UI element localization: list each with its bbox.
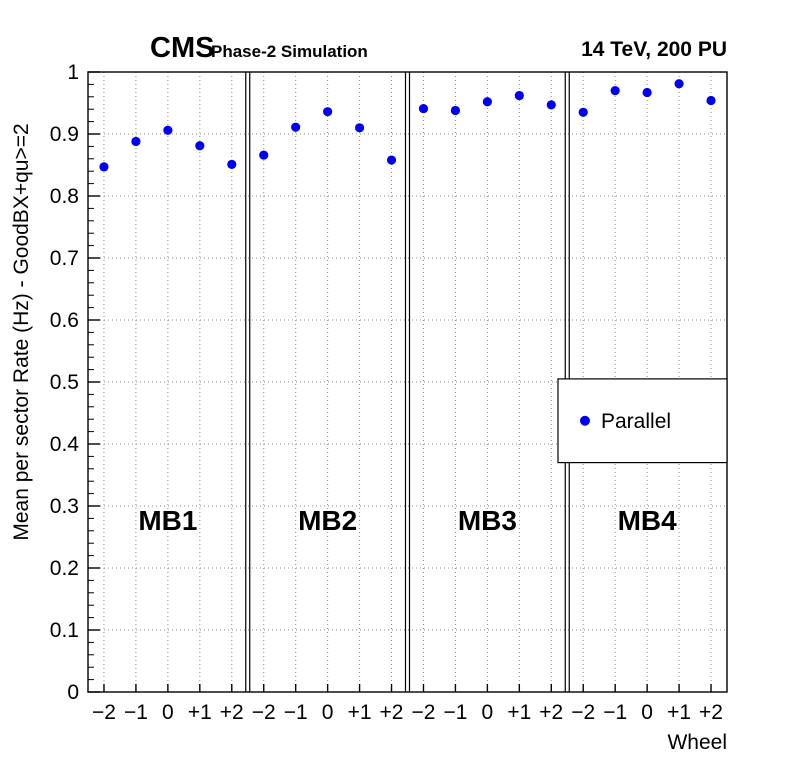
data-points (99, 79, 716, 172)
station-labels: MB1 MB2 MB3 MB4 (138, 505, 677, 536)
y-tick-label: 0.4 (50, 433, 80, 456)
y-tick-label: 0.8 (50, 185, 79, 208)
y-tick-label: 0.9 (50, 123, 79, 146)
y-tick-label: 0.1 (50, 619, 79, 642)
y-tick-label: 1 (67, 61, 79, 84)
data-point (546, 100, 556, 110)
data-point (131, 136, 141, 147)
x-tick-label: −1 (443, 701, 467, 724)
legend: Parallel (557, 378, 728, 464)
x-tick-label: −1 (124, 701, 148, 724)
data-point (706, 95, 716, 106)
experiment-label: CMS (150, 32, 215, 64)
y-tick-label: 0 (67, 681, 79, 704)
data-point (354, 123, 365, 133)
x-axis: −2 −1 0 +1 +2 −2 −1 0 +1 +2 −2 −1 0 +1 +2 −2 −1 0 +1 +2 (92, 684, 723, 724)
station-label: MB4 (618, 505, 678, 536)
data-point (674, 79, 684, 89)
x-tick-label: +1 (348, 701, 372, 724)
station-label: MB1 (138, 505, 197, 536)
legend-label: Parallel (601, 410, 671, 433)
x-tick-label: +2 (380, 701, 404, 724)
data-point (450, 105, 461, 116)
x-tick-label: +2 (220, 701, 244, 724)
data-point (99, 162, 109, 172)
x-tick-label: 0 (641, 701, 653, 724)
data-point (323, 107, 333, 117)
data-point (259, 150, 269, 160)
x-tick-label: 0 (322, 701, 334, 724)
x-tick-label: 0 (162, 701, 174, 724)
data-point (578, 107, 588, 117)
data-point (482, 97, 492, 107)
x-tick-label: −2 (252, 701, 276, 724)
x-tick-label: −2 (411, 701, 435, 724)
x-tick-label: +1 (507, 701, 531, 724)
y-axis-title: Mean per sector Rate (Hz) - GoodBX+qu>=2 (10, 123, 33, 540)
data-point (386, 155, 397, 165)
x-tick-label: +1 (667, 701, 691, 724)
station-label: MB2 (298, 505, 357, 536)
data-point (418, 103, 429, 114)
x-tick-label: +2 (539, 701, 563, 724)
y-tick-label: 0.2 (50, 557, 79, 580)
y-tick-label: 0.5 (50, 371, 79, 394)
data-point (514, 90, 524, 101)
y-tick-label: 0.6 (50, 309, 79, 332)
x-tick-label: +1 (188, 701, 212, 724)
station-label: MB3 (458, 505, 517, 536)
x-tick-label: 0 (482, 701, 494, 724)
y-tick-label: 0.7 (50, 247, 79, 270)
energy-pileup-label: 14 TeV, 200 PU (581, 38, 727, 61)
grid-lines (88, 71, 727, 692)
x-tick-label: −2 (571, 701, 595, 724)
y-tick-label: 0.3 (50, 495, 79, 518)
x-tick-label: +2 (699, 701, 723, 724)
x-tick-label: −1 (284, 701, 308, 724)
x-axis-title: Wheel (667, 731, 727, 754)
data-point (227, 159, 237, 169)
data-point (610, 86, 620, 96)
data-point (195, 141, 205, 151)
x-tick-label: −1 (603, 701, 627, 724)
x-tick-label: −2 (92, 701, 116, 724)
simulation-subtitle: Phase-2 Simulation (211, 42, 368, 61)
data-point (291, 122, 301, 132)
data-point (163, 125, 173, 135)
y-axis: 0 0.1 0.2 0.3 0.4 0.5 0.6 0.7 0.8 0.9 1 (50, 61, 100, 704)
legend-marker-icon (580, 415, 590, 426)
data-point (642, 87, 652, 98)
